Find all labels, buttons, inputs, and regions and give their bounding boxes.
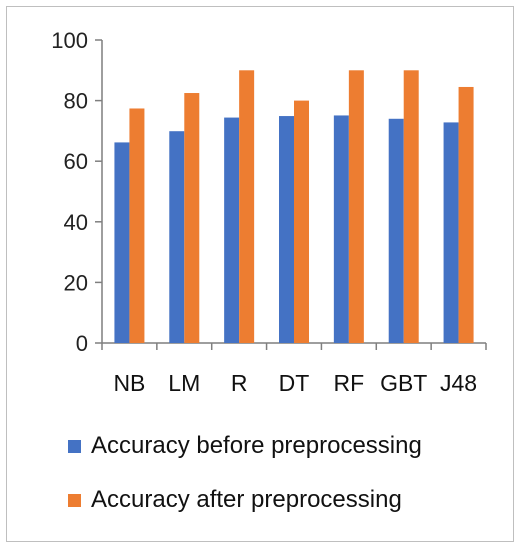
bar-after-dt — [294, 100, 309, 343]
bar-after-rf — [348, 70, 364, 344]
x-tick-label: NB — [113, 370, 145, 396]
y-tick-label: 0 — [76, 331, 88, 356]
bar-before-lm — [169, 131, 185, 343]
legend-swatch-after — [68, 493, 81, 507]
y-tick-label: 100 — [51, 28, 88, 53]
chart-axes — [95, 39, 487, 350]
chart-bars — [114, 70, 474, 344]
bar-before-rf — [333, 115, 349, 344]
y-tick-label: 80 — [64, 89, 88, 114]
chart-labels: 0 20 40 60 80 100 NB LM R DT RF GBT J48 — [51, 28, 477, 396]
y-tick-label: 20 — [64, 270, 88, 295]
legend-item-before: Accuracy before preprocessing — [68, 432, 422, 460]
bar-before-dt — [279, 116, 294, 343]
bar-before-j48 — [443, 122, 459, 343]
bar-before-nb — [114, 142, 130, 343]
bar-after-j48 — [458, 86, 474, 343]
legend-label-after: Accuracy after preprocessing — [91, 486, 402, 513]
legend-swatch-before — [68, 439, 81, 453]
x-tick-label: DT — [279, 370, 310, 396]
bar-after-lm — [184, 93, 200, 344]
x-tick-label: RF — [334, 370, 365, 396]
bar-after-gbt — [403, 70, 419, 344]
x-tick-label: LM — [168, 370, 200, 396]
x-tick-label: R — [231, 370, 248, 396]
bar-before-gbt — [388, 118, 404, 343]
bar-before-r — [224, 117, 240, 344]
legend-item-after: Accuracy after preprocessing — [68, 486, 402, 514]
y-tick-label: 60 — [64, 149, 88, 174]
x-tick-label: J48 — [440, 370, 477, 396]
legend-label-before: Accuracy before preprocessing — [91, 432, 422, 459]
y-tick-label: 40 — [64, 210, 88, 235]
bar-after-nb — [129, 108, 145, 343]
x-tick-label: GBT — [380, 370, 427, 396]
bar-after-r — [239, 70, 255, 344]
chart-frame — [6, 6, 514, 542]
